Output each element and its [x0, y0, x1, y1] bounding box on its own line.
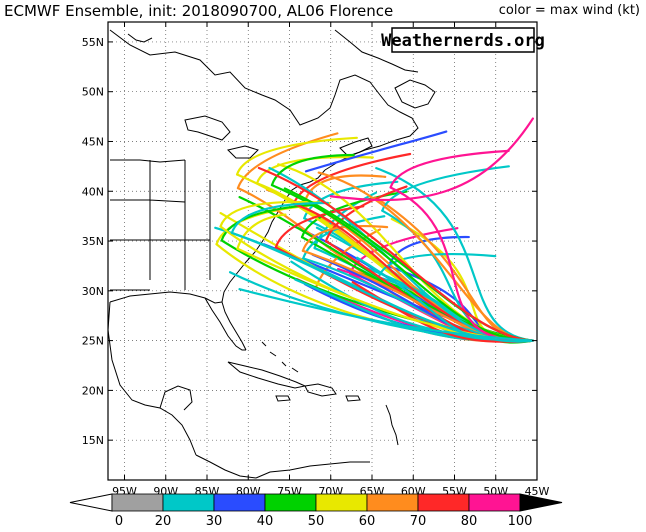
coastline-hispaniola [304, 383, 337, 397]
colorbar-segment [213, 493, 266, 512]
ensemble-track-tail [304, 174, 387, 201]
colorbar-segment [162, 493, 215, 512]
ensemble-track-tail [219, 200, 331, 228]
coastline-lesser-antilles [385, 404, 399, 446]
ensemble-track [329, 117, 534, 202]
ensemble-track [230, 231, 534, 343]
colorbar-label: 70 [410, 514, 427, 529]
ensemble-track [304, 130, 448, 173]
ensemble-track-tail [301, 224, 389, 252]
colorbar-label: 30 [206, 514, 223, 529]
coastline-florida [204, 297, 246, 351]
ensemble-track-tail [230, 201, 329, 235]
ensemble-tracks [214, 117, 534, 344]
lat-tick-label: 55N [82, 36, 104, 49]
ensemble-track-tail [236, 213, 287, 250]
ensemble-track-tail [235, 136, 358, 176]
coastline-cuba [227, 361, 307, 389]
lon-tick-label: 45W [525, 485, 550, 498]
coastline-central-america [195, 454, 257, 479]
colorbar-label: 100 [508, 514, 533, 529]
colorbar-label: 20 [155, 514, 172, 529]
lat-tick-label: 45N [82, 135, 104, 148]
coastline-hudson [127, 33, 153, 43]
ensemble-track [238, 288, 534, 342]
coastline-yucatan [159, 385, 193, 411]
coastline-gulf [109, 291, 223, 304]
ensemble-track [257, 166, 534, 342]
ensemble-track-tail [389, 149, 510, 189]
coastline-labrador [334, 29, 419, 73]
colorbar-left-arrow [69, 493, 113, 512]
colorbar-segment [366, 493, 419, 512]
watermark: Weathernerds.org [381, 31, 545, 51]
coastline-bahamas [261, 341, 299, 373]
coastline-mexico [107, 301, 197, 456]
us-state-borders [110, 159, 211, 291]
colorbar-right-arrow [519, 493, 563, 512]
coastline-newfoundland [394, 79, 436, 109]
colorbar-segment [468, 493, 521, 512]
lat-tick-label: 20N [82, 384, 104, 397]
ensemble-track-tail [270, 153, 355, 187]
colorbar-label: 50 [308, 514, 325, 529]
great-lakes [184, 115, 259, 159]
lat-tick-label: 40N [82, 185, 104, 198]
coastline-jamaica [275, 395, 291, 402]
ensemble-track-tail [300, 190, 408, 239]
watermark-box: Weathernerds.org [381, 27, 545, 53]
colorbar-segment [417, 493, 470, 512]
lat-tick-label: 35N [82, 235, 104, 248]
colorbar-label: 80 [461, 514, 478, 529]
colorbar-segment [264, 493, 317, 512]
ensemble-track-tail [274, 205, 365, 249]
lat-tick-label: 15N [82, 434, 104, 447]
lat-tick-label: 30N [82, 285, 104, 298]
lat-tick-label: 50N [82, 86, 104, 99]
ensemble-track-tail [255, 155, 374, 185]
colorbar-label: 0 [115, 514, 123, 529]
colorbar-label: 60 [359, 514, 376, 529]
coastline-canada [109, 29, 419, 171]
ensemble-track-tail [236, 132, 339, 190]
colorbar-segment [111, 493, 164, 512]
coastline-south-america [255, 461, 370, 479]
colorbar-segment [315, 493, 368, 512]
ensemble-track-tail [377, 253, 497, 279]
ensemble-track [375, 167, 534, 342]
lat-tick-label: 25N [82, 335, 104, 348]
colorbar: 0 20 30 40 50 60 70 80 100 [69, 493, 563, 529]
colorbar-label: 40 [257, 514, 274, 529]
ensemble-track-tail [381, 165, 510, 212]
chart-title: ECMWF Ensemble, init: 2018090700, AL06 F… [4, 2, 394, 20]
ensemble-track-tail [324, 185, 408, 243]
coastlines [107, 29, 436, 479]
legend-note: color = max wind (kt) [498, 3, 640, 18]
coastline-puerto-rico [345, 395, 361, 402]
map-frame [107, 21, 538, 481]
ensemble-track [270, 183, 534, 342]
